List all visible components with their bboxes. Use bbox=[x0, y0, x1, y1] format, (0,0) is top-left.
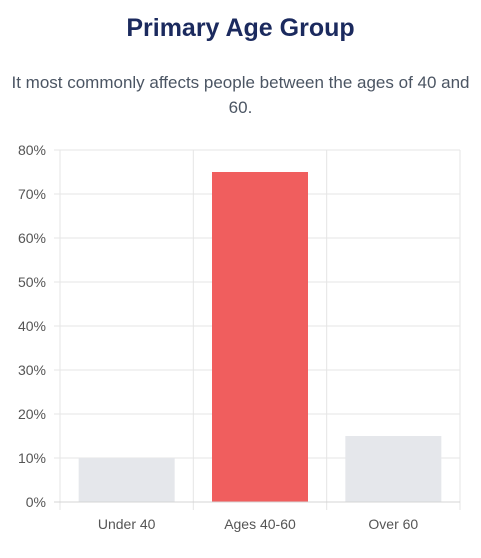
chart-title: Primary Age Group bbox=[126, 14, 355, 42]
x-tick-label: Ages 40-60 bbox=[224, 516, 296, 532]
bar-ages-40-60 bbox=[212, 172, 308, 502]
bars bbox=[78, 172, 442, 502]
chart-subtitle: It most commonly affects people between … bbox=[11, 73, 470, 117]
y-tick-label: 30% bbox=[18, 362, 46, 378]
y-tick-label: 60% bbox=[18, 230, 46, 246]
x-tick-label: Under 40 bbox=[98, 516, 156, 532]
tick-labels: 0% 10% 20% 30% 40% 50% 60% 70% 80% Under 40 Ages 4… bbox=[18, 142, 418, 532]
y-tick-label: 0% bbox=[26, 494, 46, 510]
y-tick-label: 40% bbox=[18, 318, 46, 334]
bar-under-40 bbox=[78, 458, 175, 502]
y-tick-label: 80% bbox=[18, 142, 46, 158]
y-tick-label: 20% bbox=[18, 406, 46, 422]
y-tick-label: 50% bbox=[18, 274, 46, 290]
x-tick-label: Over 60 bbox=[368, 516, 418, 532]
y-tick-label: 10% bbox=[18, 450, 46, 466]
bar-over-60 bbox=[345, 436, 442, 502]
y-tick-label: 70% bbox=[18, 186, 46, 202]
